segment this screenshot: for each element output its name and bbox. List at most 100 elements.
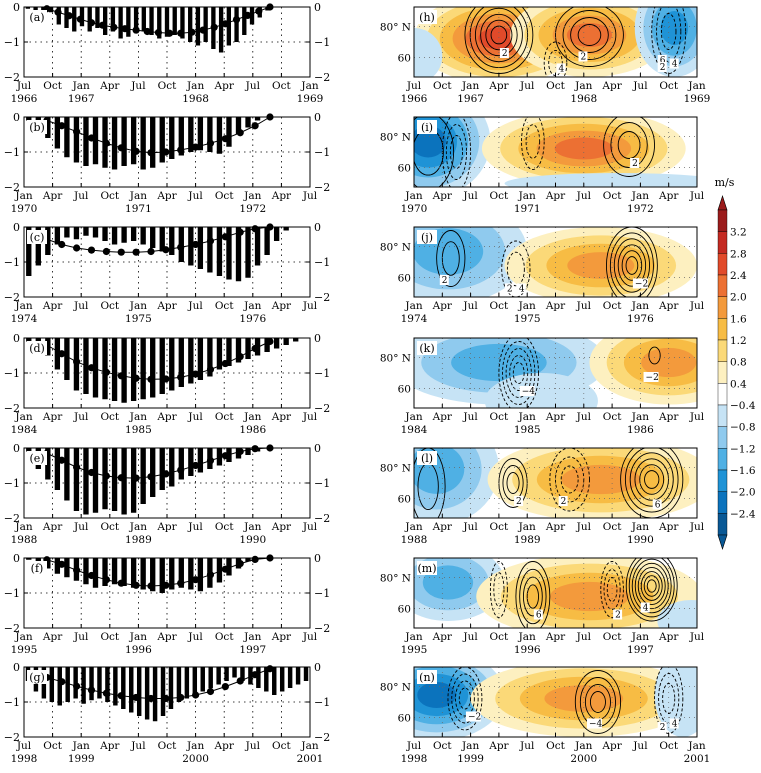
colorbar-tick-label: −2.0 (730, 487, 756, 499)
panel-label: (i) (421, 121, 433, 134)
positive-contour (644, 470, 660, 489)
x-tick-label: Jul (462, 300, 478, 312)
series-point (162, 470, 170, 478)
positive-contour (617, 131, 641, 159)
colorbar-tick-label: −0.4 (730, 400, 756, 412)
positive-contour (570, 17, 609, 53)
contour-label-bg (643, 372, 659, 382)
y-tick-label-right: −1 (314, 367, 330, 380)
series-point (73, 682, 81, 690)
negative-contour (505, 348, 532, 398)
positive-contour (617, 244, 647, 287)
positive-contour (485, 19, 513, 51)
contour-label: 2 (615, 611, 621, 621)
x-tick-label: Apr (156, 190, 177, 202)
bar (159, 448, 165, 490)
x-tick-label: Apr (545, 190, 566, 202)
bar (245, 227, 251, 278)
panel-label-box (27, 230, 47, 244)
x-tick-label: Jan (404, 411, 422, 423)
bar (45, 558, 51, 569)
x-tick-label: Oct (215, 190, 234, 202)
contour-label-bg (630, 158, 640, 168)
colorbar-tick-label: 1.6 (730, 313, 747, 325)
negative-contour (498, 338, 539, 408)
contour-label: −2 (468, 713, 481, 723)
bar (73, 448, 80, 511)
x-tick-label: Jul (187, 190, 203, 202)
bar (164, 7, 170, 37)
bar (235, 227, 242, 282)
bar (216, 448, 223, 466)
bar (208, 667, 213, 688)
contour-label: 2 (442, 276, 448, 286)
panel-label-box (27, 670, 47, 684)
positive-contour (629, 452, 674, 507)
x-year-label: 1995 (11, 644, 38, 656)
series-point (117, 692, 125, 700)
series-point (192, 370, 200, 378)
negative-contour (447, 667, 483, 731)
y-tick-label: 60 (398, 272, 411, 284)
x-year-label: 1974 (401, 313, 428, 325)
x-tick-label: Jul (130, 740, 146, 752)
x-tick-label: Jul (632, 80, 648, 92)
positive-contour (605, 227, 658, 297)
bar-panel-e: −2 −2 −1 −1 0 0 Jan Apr Jul Oct Jan Apr Jul Oct Jan Apr… (4, 442, 330, 546)
x-year-label: 1999 (68, 753, 95, 765)
colorbar-tick-label: 2.8 (730, 248, 747, 260)
positive-contour (526, 584, 539, 609)
positive-contour (577, 24, 602, 46)
positive-shading (544, 685, 624, 712)
map-panel-l: 2 2 6 80° N 60 Jan Apr Jul Oct Jan Apr Jul Oct Jan Apr… (380, 447, 705, 546)
bar (224, 667, 229, 681)
y-tick-label-right: 0 (314, 111, 321, 124)
bar (121, 338, 127, 403)
series-point (221, 135, 229, 143)
series-point (73, 128, 81, 136)
contour-label-bg (465, 711, 481, 722)
series-point (210, 23, 218, 31)
bar (54, 117, 61, 149)
bar (25, 7, 31, 9)
x-year-label: 1966 (401, 93, 428, 105)
map-field: 6 4 2 (414, 558, 697, 628)
x-tick-label: Apr (601, 740, 622, 752)
panel-label-box (417, 230, 437, 244)
panel-label: (d) (29, 342, 45, 355)
x-tick-label: Oct (659, 80, 678, 92)
x-tick-label: Jan (631, 300, 649, 312)
negative-contour (455, 680, 475, 717)
contour-label: 4 (519, 284, 525, 294)
bar (172, 7, 177, 35)
colorbar-arrow-top (717, 195, 728, 211)
x-tick-label: Oct (603, 411, 622, 423)
series-point (121, 25, 129, 33)
y-tick-label: 80° N (380, 353, 411, 365)
bar (240, 667, 245, 681)
bar (26, 227, 32, 276)
bar (83, 227, 89, 236)
contour-label-bg (439, 275, 449, 285)
positive-contour (621, 250, 643, 281)
y-tick-label: 60 (398, 712, 411, 724)
x-year-label: 1974 (11, 313, 38, 325)
series-line (46, 116, 271, 154)
x-tick-label: Jan (14, 300, 32, 312)
bar (197, 338, 204, 380)
bar-panel-d: −2 −2 −1 −1 0 0 Jan Apr Jul Oct Jan Apr Jul Oct Jan Apr… (4, 332, 330, 436)
x-tick-label: Jan (300, 80, 318, 92)
x-tick-label: Apr (156, 411, 177, 423)
x-tick-label: Jul (689, 300, 705, 312)
bar (92, 117, 99, 165)
bar (226, 338, 232, 366)
x-tick-label: Jul (187, 631, 203, 643)
x-tick-label: Oct (100, 190, 119, 202)
bar (152, 667, 158, 722)
x-tick-label: Oct (272, 80, 291, 92)
series-point (221, 20, 229, 28)
bar (130, 117, 137, 165)
y-tick-label: 60 (398, 162, 411, 174)
panel-label: (f) (31, 562, 44, 575)
x-tick-label: Apr (432, 521, 453, 533)
